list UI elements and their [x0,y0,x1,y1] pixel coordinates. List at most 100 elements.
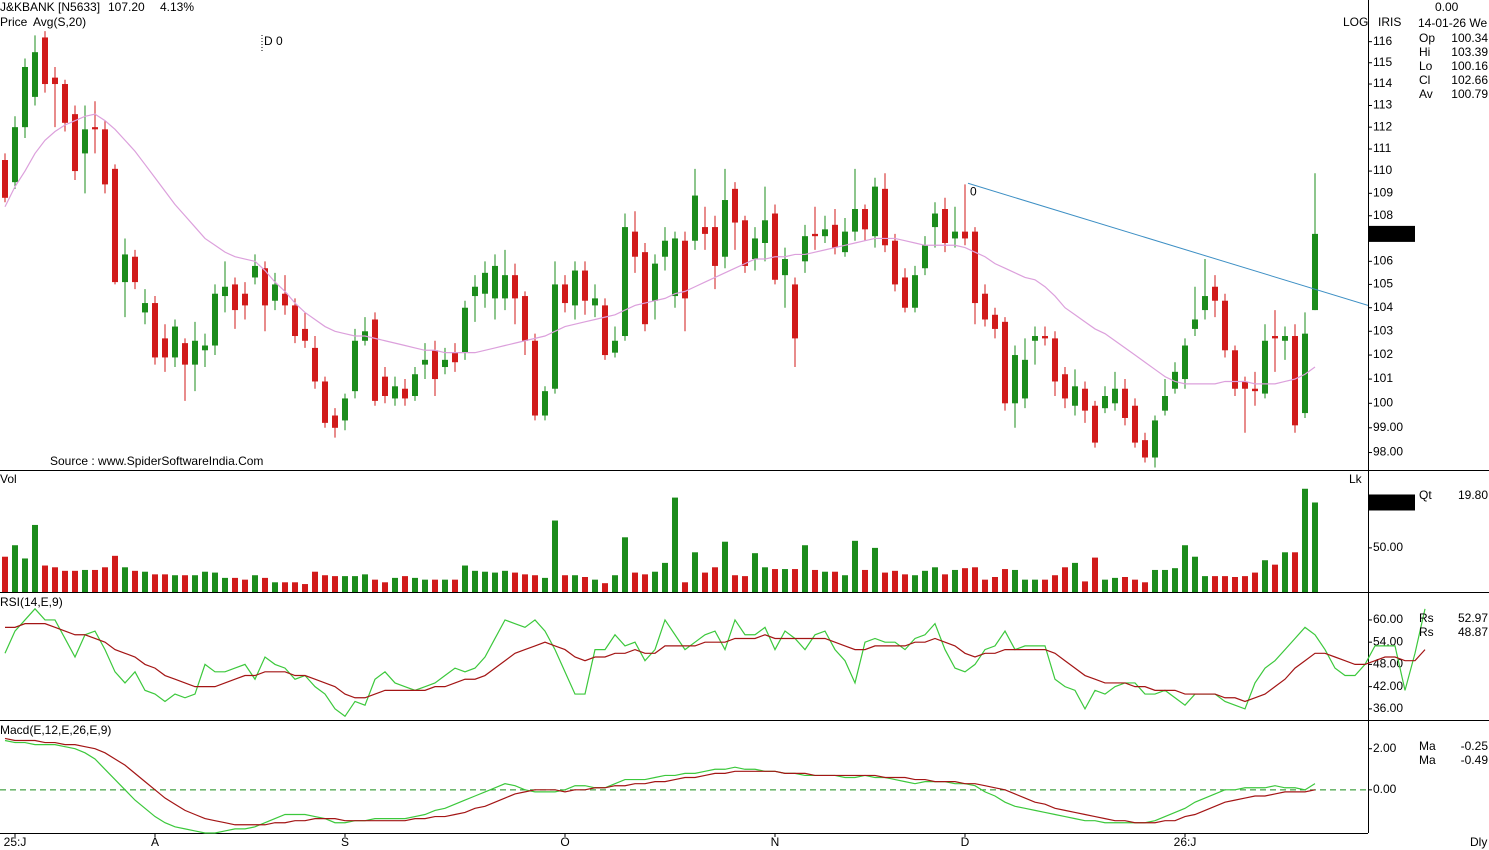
trendline [967,182,1368,306]
candle-body [72,114,78,172]
volume-bar [72,570,78,592]
candle-body [1112,388,1118,404]
candle-body [612,340,618,353]
volume-bar [702,572,708,592]
volume-bar [372,579,378,592]
candle-body [762,220,768,244]
volume-bar [1202,576,1208,592]
candle-body [12,127,18,183]
volume-bar [822,571,828,592]
candle-body [732,188,738,223]
y-tick-label: 109 [1373,185,1393,199]
candle-body [852,209,858,232]
annotation: D 0 [264,34,283,48]
candle-body [502,275,508,299]
volume-bar [1022,579,1028,592]
volume-bar [82,569,88,592]
panel-title: Macd(E,12,E,26,E,9) [0,723,111,737]
y-tick-label: 0.00 [1373,782,1397,796]
candle-body [592,298,598,306]
y-tick-label: 50.00 [1373,540,1403,554]
volume-bar [2,556,8,592]
volume-bar [752,553,758,592]
candle-body [862,209,868,230]
moving-average [4,113,1316,385]
volume-bar [232,577,238,592]
legend-label: Price [0,15,28,29]
volume-bar [1072,562,1078,592]
legend-label: Rs [1419,625,1434,639]
volume-bar [1052,575,1058,592]
candle-body [312,347,318,382]
volume-bar [862,569,868,592]
candle-body [642,252,648,325]
volume-bar [182,575,188,592]
candle-body [532,340,538,416]
candle-body [1152,420,1158,458]
candle-body [912,275,918,308]
x-tick-label: S [341,835,349,849]
volume-bar [42,565,48,592]
y-tick-label: 48.00 [1373,657,1403,671]
candle-body [982,293,988,320]
candle-body [182,343,188,365]
volume-bar [432,579,438,592]
unit-label: Lk [1349,472,1363,486]
candle-body [172,326,178,358]
candle-body [152,303,158,358]
candle-body [1282,336,1288,341]
info-value: 100.34 [1451,31,1488,45]
candle-body [302,328,308,341]
y-tick-label: 98.00 [1373,445,1403,459]
volume-bar [462,565,468,592]
info-label: Op [1419,31,1435,45]
info-value: 100.79 [1451,87,1488,101]
volume-bar [272,582,278,592]
volume-bar [1062,567,1068,592]
volume-bar [692,552,698,592]
candle-body [382,376,388,397]
volume-bar [132,570,138,592]
volume-bar [642,574,648,592]
candle-body [412,374,418,397]
indicator-line [4,739,1316,834]
candle-body [322,381,328,423]
volume-bar [842,575,848,592]
volume-bar [892,570,898,592]
volume-bar [452,579,458,592]
volume-bar [1212,576,1218,592]
y-tick-label: 110 [1373,163,1392,177]
candle-body [1222,300,1228,351]
candle-body [392,386,398,399]
info-value: 19.80 [1458,488,1488,502]
volume-bar [142,571,148,592]
legend-value: 52.97 [1458,611,1488,625]
candle-body [752,238,758,260]
volume-bar [1112,577,1118,592]
x-tick-label: N [771,835,780,849]
candle-body [692,195,698,241]
volume-bar [542,577,548,592]
candle-body [402,388,408,399]
volume-bar [472,570,478,592]
volume-bar [242,579,248,592]
candle-body [992,314,998,329]
candle-body [742,220,748,266]
info-label: Lo [1419,59,1433,73]
volume-bar [152,574,158,592]
volume-bar [992,577,998,592]
candle-body [1042,336,1048,339]
candle-body [32,52,38,97]
candle-body [952,231,958,239]
candle-body [1022,359,1028,399]
info-label: Av [1419,87,1433,101]
candle-body [1072,386,1078,406]
candle-body [662,240,668,257]
candle-body [1132,405,1138,443]
volume-bar [1142,582,1148,592]
volume-bar [742,576,748,592]
candle-body [522,296,528,341]
trendline-label: 0 [970,184,977,198]
header-price: 107.20 [108,0,145,14]
candle-body [1162,396,1168,411]
